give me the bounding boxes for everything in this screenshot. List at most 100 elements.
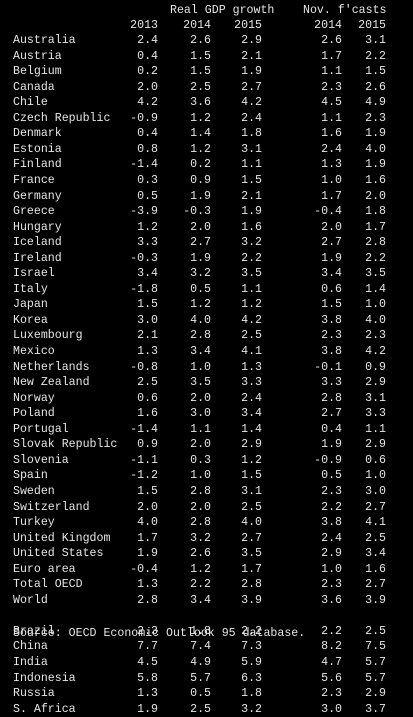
value-cell: 2.9 [365, 376, 386, 390]
value-cell: 5.6 [321, 671, 342, 685]
value-cell: 2.7 [241, 531, 262, 545]
value-cell: 1.6 [137, 407, 158, 421]
value-cell: 3.7 [365, 702, 386, 716]
value-cell: 1.1 [190, 422, 211, 436]
value-cell: 4.0 [137, 516, 158, 530]
country-label: Indonesia [13, 671, 76, 685]
year-header: 2015 [234, 19, 262, 32]
value-cell: 3.2 [190, 267, 211, 281]
country-label: Switzerland [13, 500, 90, 514]
value-cell: 3.6 [190, 96, 211, 110]
value-cell: 1.1 [241, 158, 262, 172]
value-cell: 2.2 [321, 624, 342, 638]
value-cell: 1.2 [190, 111, 211, 125]
value-cell: 4.5 [321, 96, 342, 110]
year-header: 2015 [358, 19, 386, 32]
value-cell: 5.7 [190, 671, 211, 685]
value-cell: 3.8 [321, 313, 342, 327]
header-group-row: Real GDP growth Nov. f'casts [0, 3, 387, 18]
value-cell: 1.6 [321, 127, 342, 141]
value-cell: 2.0 [190, 438, 211, 452]
value-cell: 2.2 [365, 251, 386, 265]
value-cell: 2.3 [321, 578, 342, 592]
value-cell: 2.7 [190, 236, 211, 250]
value-cell: 6.3 [241, 671, 262, 685]
value-cell: 1.5 [321, 298, 342, 312]
value-cell: -0.9 [314, 453, 342, 467]
year-header: 2014 [183, 19, 211, 32]
value-cell: 2.8 [190, 516, 211, 530]
value-cell: -1.4 [130, 422, 158, 436]
value-cell: 2.2 [190, 578, 211, 592]
value-cell: 1.3 [137, 687, 158, 701]
value-cell: 4.1 [241, 345, 262, 358]
value-cell: 4.2 [137, 96, 158, 110]
value-cell: 2.3 [321, 484, 342, 498]
value-cell: 3.4 [137, 267, 158, 281]
value-cell: 0.4 [137, 49, 158, 63]
country-label: India [13, 656, 48, 669]
country-label: Germany [13, 189, 62, 203]
value-cell: 3.5 [190, 376, 211, 390]
value-cell: -0.3 [183, 205, 211, 219]
country-label: Israel [13, 267, 55, 281]
value-cell: 1.8 [241, 127, 262, 141]
value-cell: 1.2 [190, 298, 211, 312]
country-label: Italy [13, 282, 48, 296]
value-cell: 1.0 [190, 469, 211, 483]
value-cell: 4.0 [190, 313, 211, 327]
value-cell: 2.8 [321, 391, 342, 405]
value-cell: 1.5 [190, 65, 211, 79]
value-cell: 1.6 [365, 173, 386, 187]
value-cell: 4.0 [241, 516, 262, 530]
value-cell: 1.3 [137, 345, 158, 358]
value-cell: 2.6 [321, 34, 342, 47]
value-cell: 2.8 [137, 593, 158, 607]
country-label: Mexico [13, 345, 55, 358]
value-cell: 2.9 [241, 438, 262, 452]
value-cell: 0.3 [190, 453, 211, 467]
value-cell: 1.5 [137, 298, 158, 312]
value-cell: -1.2 [130, 469, 158, 483]
country-label: Chile [13, 96, 48, 110]
country-label: Finland [13, 158, 62, 172]
value-cell: 2.7 [365, 500, 386, 514]
value-cell: -1.8 [130, 282, 158, 296]
value-cell: 1.3 [137, 578, 158, 592]
value-cell: 1.7 [321, 49, 342, 63]
value-cell: 2.5 [137, 376, 158, 390]
value-cell: 1.8 [365, 205, 386, 219]
country-label: Euro area [13, 562, 76, 576]
value-cell: 1.9 [321, 438, 342, 452]
value-cell: 2.8 [365, 236, 386, 250]
value-cell: 2.3 [137, 624, 158, 638]
value-cell: 0.4 [321, 422, 342, 436]
value-cell: 2.1 [137, 329, 158, 343]
value-cell: 1.7 [137, 531, 158, 545]
value-cell: 1.8 [241, 687, 262, 701]
value-cell: 1.0 [365, 469, 386, 483]
value-cell: 5.7 [365, 671, 386, 685]
value-cell: 2.0 [190, 500, 211, 514]
value-cell: 1.5 [241, 469, 262, 483]
value-cell: 2.0 [137, 80, 158, 94]
value-cell: 3.3 [321, 376, 342, 390]
country-label: United Kingdom [13, 531, 111, 545]
value-cell: 1.4 [190, 127, 211, 141]
value-cell: 2.3 [365, 329, 386, 343]
value-cell: 0.2 [137, 65, 158, 79]
value-cell: 2.4 [241, 111, 262, 125]
value-cell: 4.2 [365, 345, 386, 358]
value-cell: 2.0 [365, 189, 386, 203]
value-cell: 3.1 [241, 142, 262, 156]
value-cell: 1.2 [241, 298, 262, 312]
value-cell: 2.3 [321, 80, 342, 94]
value-cell: 2.9 [365, 438, 386, 452]
value-cell: 1.2 [190, 562, 211, 576]
country-label: Czech Republic [13, 111, 111, 125]
value-cell: 5.8 [137, 671, 158, 685]
value-cell: 3.0 [365, 484, 386, 498]
value-cell: 2.1 [241, 189, 262, 203]
value-cell: 2.7 [241, 80, 262, 94]
header-real-gdp-growth: Real GDP growth [170, 4, 275, 17]
